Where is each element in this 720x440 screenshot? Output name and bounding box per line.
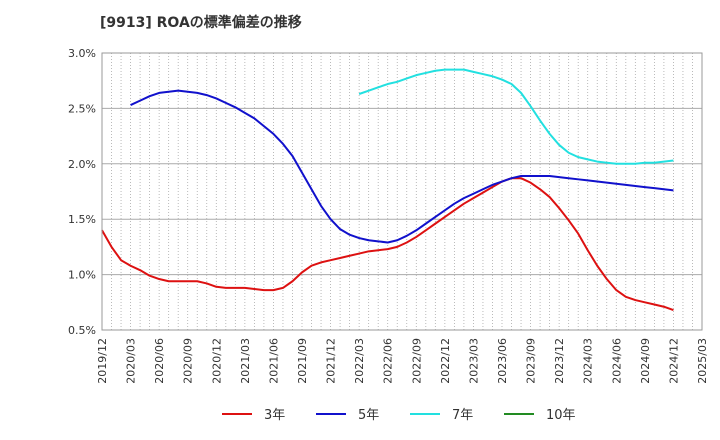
y-tick-label: 2.0%	[68, 158, 96, 171]
x-tick-label: 2020/06	[153, 338, 166, 384]
legend-label-3年: 3年	[264, 408, 285, 423]
grid-lines	[102, 52, 702, 331]
x-tick-label: 2023/03	[467, 338, 480, 384]
series-line-7年	[358, 68, 674, 165]
x-tick-label: 2020/03	[125, 338, 138, 384]
legend-label-7年: 7年	[452, 408, 473, 423]
x-tick-label: 2022/06	[382, 338, 395, 384]
series-lines	[101, 68, 674, 312]
x-tick-label: 2021/09	[296, 338, 309, 384]
y-tick-label: 1.0%	[68, 269, 96, 282]
x-tick-label: 2022/03	[353, 338, 366, 384]
x-tick-label: 2024/09	[639, 338, 652, 384]
plot-frame	[101, 52, 703, 331]
x-tick-label: 2021/03	[239, 338, 252, 384]
x-axis-tick-labels: 2019/12 2020/03 2020/06 2020/09 2020/12 2021/…	[96, 338, 709, 384]
x-tick-label: 2020/12	[210, 338, 223, 384]
legend-label-5年: 5年	[358, 408, 379, 423]
legend-label-10年: 10年	[546, 408, 576, 423]
x-tick-label: 2022/12	[439, 338, 452, 384]
x-tick-label: 2020/09	[182, 338, 195, 384]
series-line-3年	[101, 177, 674, 312]
x-tick-label: 2024/06	[610, 338, 623, 384]
x-tick-label: 2021/06	[267, 338, 280, 384]
y-axis-tick-labels: 0.5% 1.0% 1.5% 2.0% 2.5% 3.0%	[68, 47, 96, 337]
x-tick-label: 2024/12	[667, 338, 680, 384]
x-tick-label: 2025/03	[696, 338, 709, 384]
x-tick-label: 2021/12	[325, 338, 338, 384]
y-tick-label: 3.0%	[68, 47, 96, 60]
x-tick-label: 2023/09	[525, 338, 538, 384]
y-tick-label: 1.5%	[68, 213, 96, 226]
y-tick-label: 0.5%	[68, 324, 96, 337]
x-tick-label: 2022/09	[410, 338, 423, 384]
x-tick-label: 2019/12	[96, 338, 109, 384]
legend: 3年 5年 7年 10年	[222, 408, 576, 423]
x-tick-label: 2024/03	[582, 338, 595, 384]
series-line-5年	[130, 89, 674, 244]
y-tick-label: 2.5%	[68, 102, 96, 115]
x-tick-label: 2023/12	[553, 338, 566, 384]
x-tick-label: 2023/06	[496, 338, 509, 384]
chart-title: [9913] ROAの標準偏差の推移	[100, 15, 302, 31]
